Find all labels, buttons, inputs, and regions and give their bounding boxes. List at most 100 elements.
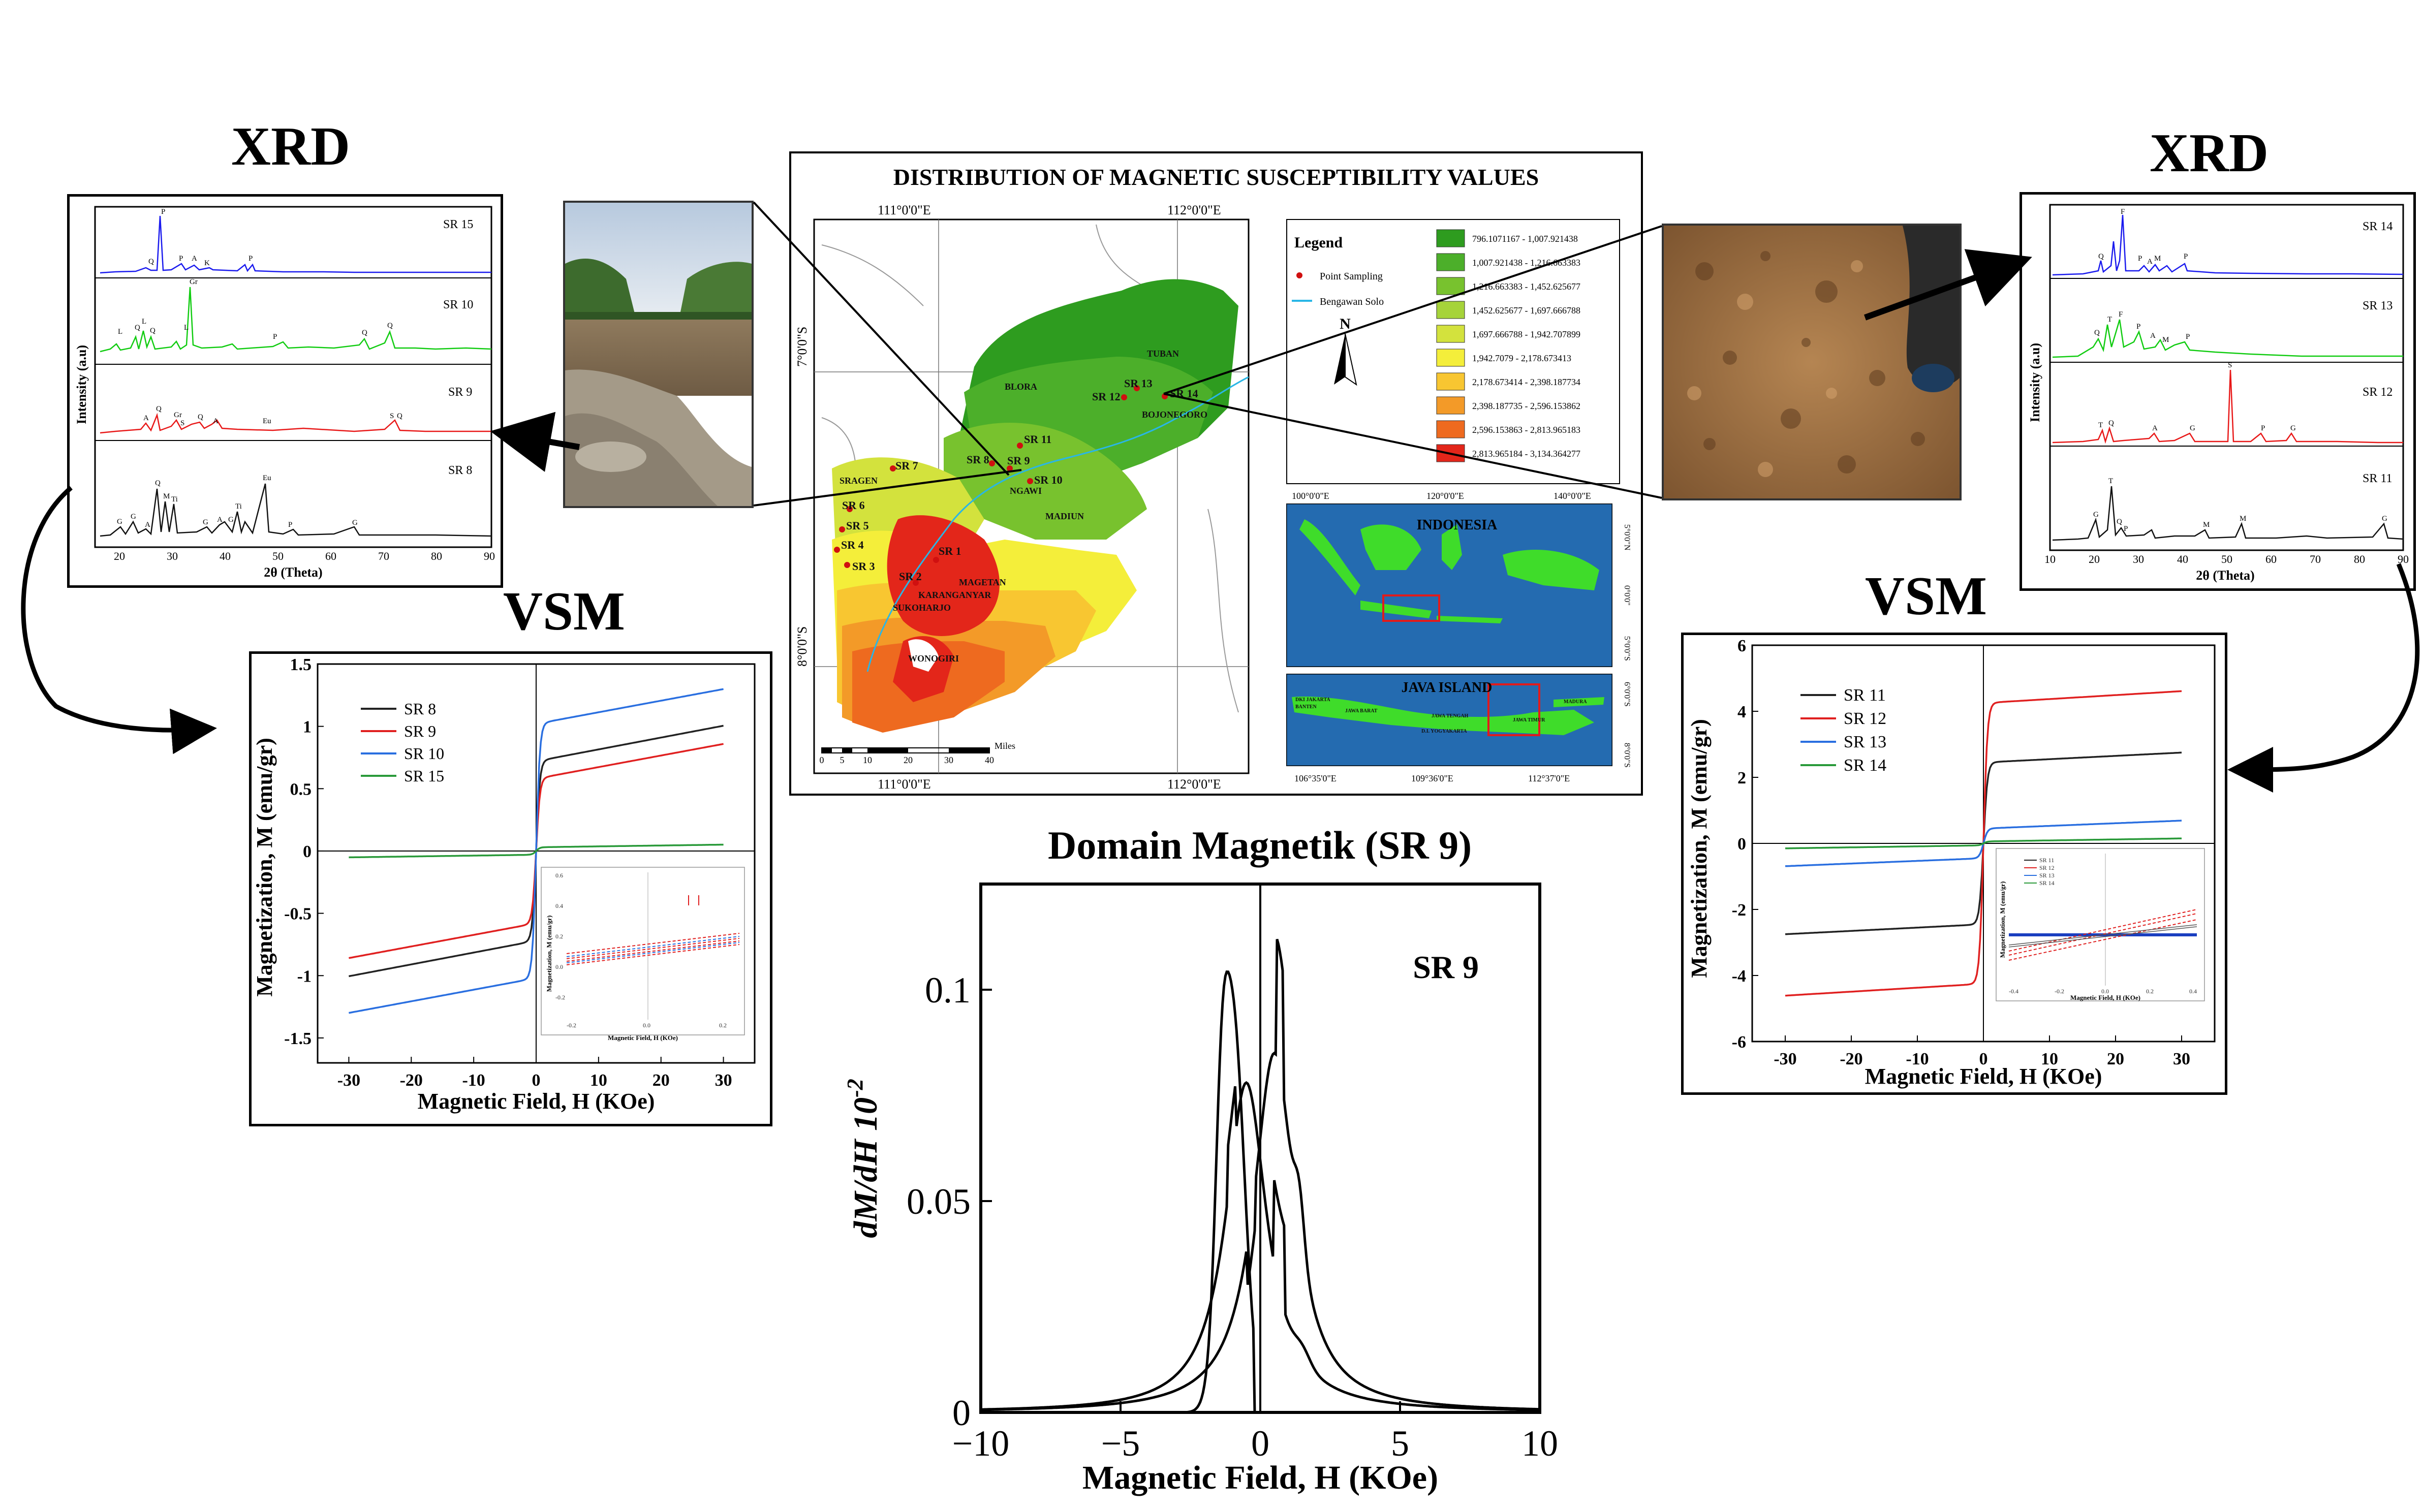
svg-text:5°0'0"N: 5°0'0"N: [1623, 524, 1631, 551]
svg-text:0.0: 0.0: [643, 1022, 650, 1029]
svg-text:80: 80: [431, 550, 442, 562]
svg-text:Ti: Ti: [171, 495, 178, 503]
inset-java: JAVA ISLAND DKI JAKARTA BANTEN JAWA BARA…: [1286, 674, 1631, 783]
legend-swatch-7: [1436, 396, 1465, 415]
svg-text:JAWA TENGAH: JAWA TENGAH: [1432, 713, 1469, 719]
svg-text:Magnetic Field, H (KOe): Magnetic Field, H (KOe): [608, 1034, 678, 1042]
svg-text:G: G: [2290, 424, 2296, 432]
xrd-left-xlabel: 2θ (Theta): [264, 565, 322, 580]
xrd-left-label-sr9: SR 9: [448, 386, 472, 399]
sample-point-sr1: [933, 557, 939, 563]
svg-text:80: 80: [2354, 553, 2365, 565]
sample-point-sr2: [913, 580, 919, 586]
vsm-right-ytick: -6: [1732, 1033, 1746, 1052]
vsm-left-xtick: 0: [532, 1071, 541, 1090]
legend-range-1: 1,007.921438 - 1,216.663383: [1472, 258, 1580, 268]
svg-text:Q: Q: [2117, 518, 2122, 526]
vsm-right-ylabel: Magnetization, M (emu/gr): [1687, 719, 1712, 978]
svg-text:A: A: [2147, 258, 2153, 266]
svg-text:20: 20: [114, 550, 125, 562]
svg-text:Eu: Eu: [263, 474, 271, 482]
svg-text:10: 10: [863, 755, 872, 765]
svg-text:Q: Q: [135, 324, 140, 332]
legend-range-9: 2,813.965184 - 3,134.364277: [1472, 449, 1580, 459]
svg-text:SR 14: SR 14: [2039, 879, 2055, 887]
xrd-right-sr14-trace: [2052, 214, 2404, 276]
vsm-right-ytick: -4: [1732, 967, 1746, 986]
domain-chart-wrap: −10 −5 0 5 10 0 0.05 0.1 SR 9 Magnetic Field, H…: [828, 874, 1560, 1499]
xrd-left-sr9-trace: [100, 413, 491, 434]
domain-annotation: SR 9: [1413, 949, 1479, 985]
legend-range-7: 2,398.187735 - 2,596.153862: [1472, 401, 1580, 411]
vsm-right-ytick: -2: [1732, 901, 1746, 920]
svg-text:SR 10: SR 10: [1034, 474, 1063, 486]
vsm-left-ytick: 1.5: [290, 655, 312, 674]
domain-xtick: −5: [1101, 1423, 1140, 1464]
xrd-left-heading: XRD: [231, 116, 350, 177]
svg-text:0.0: 0.0: [2101, 988, 2109, 995]
svg-text:P: P: [273, 333, 277, 341]
svg-text:INDONESIA: INDONESIA: [1417, 517, 1498, 533]
map-lon-tick-bottom-2: 112°0'0"E: [1167, 777, 1221, 792]
vsm-left-xlabel: Magnetic Field, H (KOe): [418, 1089, 655, 1114]
vsm-right-heading: VSM: [1865, 566, 1987, 626]
domain-curve-down: [981, 1081, 1540, 1411]
vsm-left-ytick: -1: [297, 967, 312, 986]
svg-text:SR 9: SR 9: [1007, 454, 1030, 467]
sample-point-sr13: [1134, 385, 1140, 391]
svg-text:SR 13: SR 13: [1124, 377, 1153, 390]
svg-text:Q: Q: [156, 405, 162, 413]
vsm-right-xtick: -10: [1906, 1050, 1929, 1068]
svg-text:50: 50: [2221, 553, 2232, 565]
vsm-left-xtick: -20: [400, 1071, 423, 1090]
vsm-right-xtick: 30: [2173, 1050, 2190, 1068]
svg-text:90: 90: [2398, 553, 2409, 565]
svg-text:Q: Q: [362, 329, 367, 337]
svg-text:P: P: [2186, 333, 2190, 341]
svg-text:MAGETAN: MAGETAN: [959, 577, 1006, 587]
vsm-left-panel: -30 -20 -10 0 10 20 30 -1.5 -1 -0.5 0 0.5 1 1.5 SR 8 S…: [249, 651, 772, 1126]
vsm-right-panel: -30 -20 -10 0 10 20 30 -6 -4 -2 0 2 4 6 SR 11 SR 12 SR …: [1681, 633, 2227, 1095]
sample-point-sr12: [1121, 394, 1127, 400]
legend-range-6: 2,178.673414 - 2,398.187734: [1472, 377, 1580, 387]
xrd-right-sr11-trace: [2052, 486, 2404, 541]
svg-text:G: G: [2382, 515, 2387, 523]
vsm-right-ytick: 0: [1737, 835, 1746, 854]
legend-swatch-6: [1436, 372, 1465, 391]
svg-text:70: 70: [2310, 553, 2321, 565]
svg-text:40: 40: [2177, 553, 2188, 565]
svg-text:Q: Q: [387, 322, 393, 330]
xrd-left-sr10-trace: [100, 287, 492, 353]
xrd-left-x-ticks: 20 30 40 50 60 70 80 90: [114, 550, 495, 562]
vsm-right-xlabel: Magnetic Field, H (KOe): [1865, 1064, 2102, 1089]
vsm-left-xtick: 30: [715, 1071, 732, 1090]
svg-text:0.4: 0.4: [2189, 988, 2197, 995]
svg-text:Q: Q: [198, 413, 203, 421]
xrd-right-label-sr14: SR 14: [2363, 220, 2393, 233]
svg-text:MADURA: MADURA: [1564, 699, 1587, 705]
svg-text:F: F: [2119, 310, 2123, 319]
svg-text:0.2: 0.2: [2146, 988, 2154, 995]
svg-text:G: G: [228, 516, 234, 524]
vsm-left-xtick: 10: [590, 1071, 607, 1090]
svg-text:P: P: [2138, 255, 2142, 263]
sample-point-sr8: [989, 460, 995, 466]
domain-xtick: −10: [952, 1423, 1010, 1464]
legend-swatch-0: [1436, 229, 1465, 247]
svg-text:G: G: [117, 518, 122, 526]
arrow-xrd-to-vsm-right: [2227, 563, 2420, 793]
vsm-left-chart: -30 -20 -10 0 10 20 30 -1.5 -1 -0.5 0 0.5 1 1.5 SR 8 S…: [252, 655, 756, 1114]
domain-peak-left: [981, 970, 1540, 1414]
svg-text:SR 11: SR 11: [1024, 433, 1051, 446]
svg-text:S: S: [2228, 361, 2232, 369]
xrd-left-sr15-trace: [100, 215, 491, 274]
map-legend-river: Bengawan Solo: [1320, 296, 1384, 307]
river-photo: [563, 201, 754, 508]
vsm-left-ylabel: Magnetization, M (emu/gr): [252, 738, 277, 997]
svg-text:6°0'0"S: 6°0'0"S: [1623, 682, 1631, 707]
domain-xtick: 0: [1251, 1423, 1269, 1464]
xrd-right-sr12-trace: [2052, 369, 2403, 444]
map-lat-tick-1: 7°0'0"S: [795, 327, 810, 367]
